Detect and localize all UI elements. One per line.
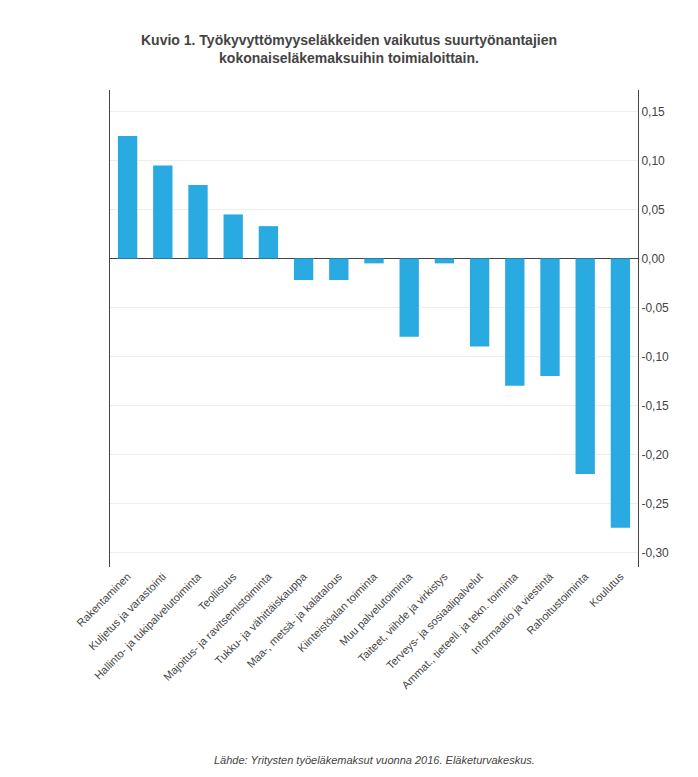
svg-text:Kiinteistöalan toiminta: Kiinteistöalan toiminta	[295, 570, 380, 655]
svg-text:Majoitus- ja ravitsemistoimint: Majoitus- ja ravitsemistoiminta	[161, 570, 274, 683]
svg-text:-0,05: -0,05	[641, 301, 669, 315]
svg-text:Hallinto- ja tukipalvelutoimin: Hallinto- ja tukipalvelutoiminta	[92, 570, 204, 682]
svg-text:Rahoitustoiminta: Rahoitustoiminta	[524, 570, 591, 637]
svg-text:Ammat., tieteell. ja tekn. toi: Ammat., tieteell. ja tekn. toiminta	[399, 570, 521, 692]
svg-text:Koulutus: Koulutus	[587, 570, 626, 609]
svg-text:-0,30: -0,30	[641, 546, 669, 560]
svg-text:-0,15: -0,15	[641, 399, 669, 413]
svg-text:Terveys- ja sosiaalipalvelut: Terveys- ja sosiaalipalvelut	[384, 570, 485, 671]
svg-text:0,05: 0,05	[641, 203, 665, 217]
svg-text:Lähde: Yritysten työeläkemaksu: Lähde: Yritysten työeläkemaksut vuonna 2…	[214, 754, 535, 766]
svg-text:0,10: 0,10	[641, 154, 665, 168]
svg-text:Informaatio ja viestintä: Informaatio ja viestintä	[469, 570, 556, 657]
svg-text:Taiteet, viihde ja virkistys: Taiteet, viihde ja virkistys	[356, 570, 450, 664]
svg-text:0,00: 0,00	[641, 252, 665, 266]
svg-text:Rakentaminen: Rakentaminen	[74, 570, 133, 629]
svg-text:0,15: 0,15	[641, 105, 665, 119]
svg-text:Kuvio 1. Työkyvyttömyyseläkkei: Kuvio 1. Työkyvyttömyyseläkkeiden vaikut…	[141, 32, 557, 66]
svg-text:-0,25: -0,25	[641, 497, 669, 511]
svg-text:Maa-, metsä- ja kalatalous: Maa-, metsä- ja kalatalous	[244, 570, 344, 670]
svg-text:Tukku- ja vähittäiskauppa: Tukku- ja vähittäiskauppa	[213, 570, 310, 667]
svg-text:Muu palvelutoiminta: Muu palvelutoiminta	[337, 570, 415, 648]
svg-text:-0,20: -0,20	[641, 448, 669, 462]
svg-text:Teollisuus: Teollisuus	[196, 570, 239, 613]
svg-text:-0,10: -0,10	[641, 350, 669, 364]
svg-text:Kuljetus ja varastointi: Kuljetus ja varastointi	[86, 570, 168, 652]
